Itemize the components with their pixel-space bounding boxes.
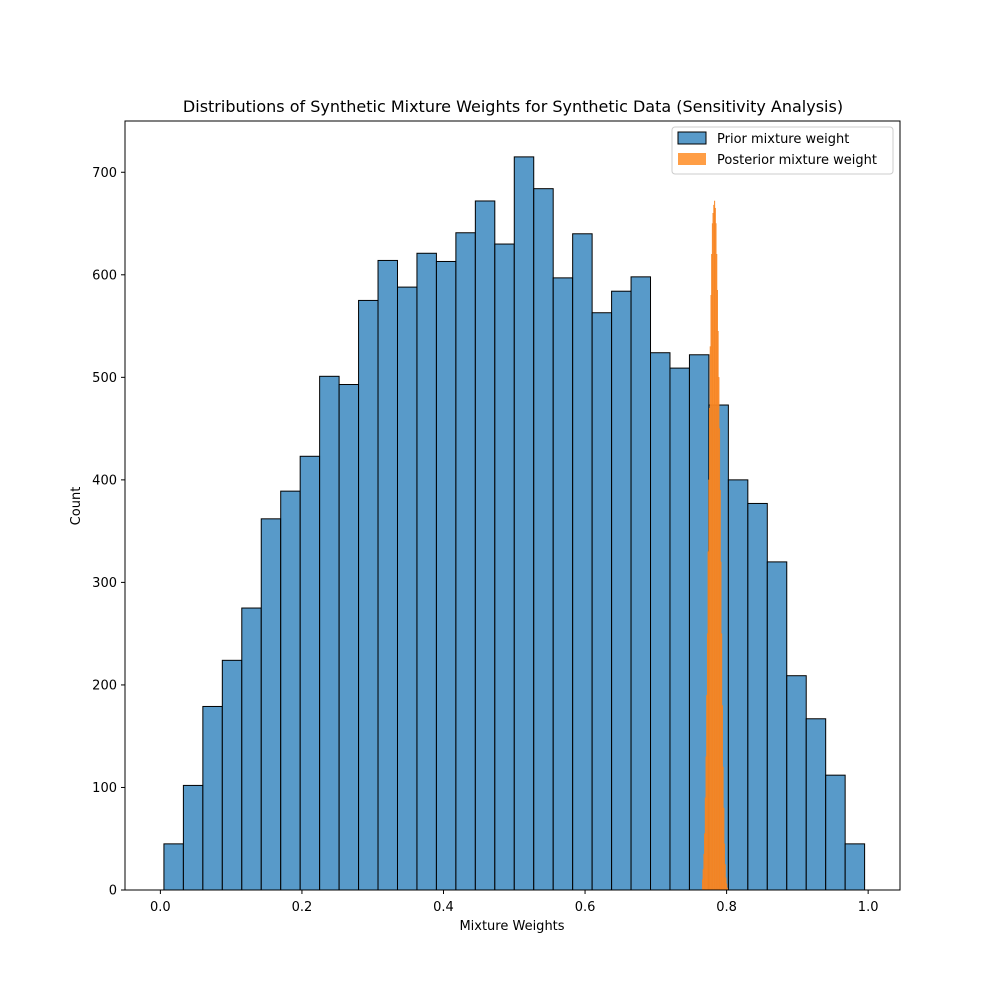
legend-label-posterior: Posterior mixture weight: [717, 153, 877, 168]
prior-bar-34: [825, 774, 846, 891]
x-tick-label-3: 0.6: [575, 900, 596, 915]
prior-bar-32: [786, 675, 807, 891]
prior-bar-6: [280, 490, 301, 891]
y-axis-label: Count: [69, 487, 84, 526]
prior-bar-22: [591, 312, 613, 891]
prior-bar-17: [494, 243, 515, 891]
x-axis-label: Mixture Weights: [459, 919, 564, 934]
chart-title: Distributions of Synthetic Mixture Weigh…: [183, 97, 843, 116]
prior-bar-35: [844, 843, 866, 891]
prior-bar-33: [805, 718, 827, 891]
y-tick-label-7: 700: [92, 166, 117, 181]
prior-bar-10: [358, 299, 379, 891]
bars-layer: [163, 156, 866, 891]
prior-bar-4: [241, 607, 262, 891]
prior-bar-12: [396, 286, 418, 891]
y-tick-label-6: 600: [92, 268, 117, 283]
y-tick-label-3: 300: [92, 576, 117, 591]
prior-bar-20: [552, 277, 574, 891]
prior-bar-9: [338, 384, 360, 891]
y-tick-label-2: 200: [92, 678, 117, 693]
prior-bar-16: [474, 200, 496, 891]
axes-frame: [124, 120, 901, 891]
prior-bar-21: [572, 233, 593, 891]
prior-bar-23: [611, 290, 632, 891]
prior-bar-0: [163, 843, 184, 891]
prior-bar-24: [630, 276, 652, 891]
legend-label-prior: Prior mixture weight: [717, 132, 849, 147]
prior-bar-2: [202, 705, 223, 891]
legend-swatch-prior: [677, 131, 707, 145]
x-tick-label-0: 0.0: [150, 900, 171, 915]
x-axis: 0.0 0.2 0.4 0.6 0.8 1.0: [150, 890, 878, 915]
legend: Prior mixture weight Posterior mixture w…: [671, 126, 894, 175]
prior-bar-1: [182, 784, 204, 891]
x-tick-label-2: 0.4: [433, 900, 454, 915]
prior-bar-26: [669, 367, 690, 891]
prior-bar-30: [747, 502, 768, 891]
y-tick-label-4: 400: [92, 473, 117, 488]
y-tick-label-1: 100: [92, 781, 117, 796]
prior-bar-31: [766, 561, 788, 891]
legend-frame: [671, 126, 894, 175]
legend-swatch-posterior: [678, 153, 706, 165]
prior-bar-19: [533, 188, 554, 891]
prior-bar-29: [727, 479, 749, 891]
prior-bar-3: [221, 659, 243, 891]
y-tick-label-5: 500: [92, 371, 117, 386]
prior-bar-18: [513, 156, 535, 891]
y-axis: 0 100 200 300 400 500 600 700: [92, 166, 125, 899]
x-tick-label-1: 0.2: [292, 900, 313, 915]
prior-bar-13: [416, 252, 437, 891]
prior-bar-7: [299, 455, 321, 891]
prior-bar-14: [435, 260, 457, 891]
prior-bar-5: [260, 518, 282, 891]
y-tick-label-0: 0: [109, 884, 117, 899]
prior-bar-11: [377, 259, 398, 891]
prior-bar-8: [319, 375, 340, 891]
prior-bar-25: [650, 352, 671, 891]
x-tick-label-4: 0.8: [716, 900, 737, 915]
prior-bar-15: [455, 232, 476, 891]
plot-area: [124, 120, 901, 891]
x-tick-label-5: 1.0: [858, 900, 879, 915]
